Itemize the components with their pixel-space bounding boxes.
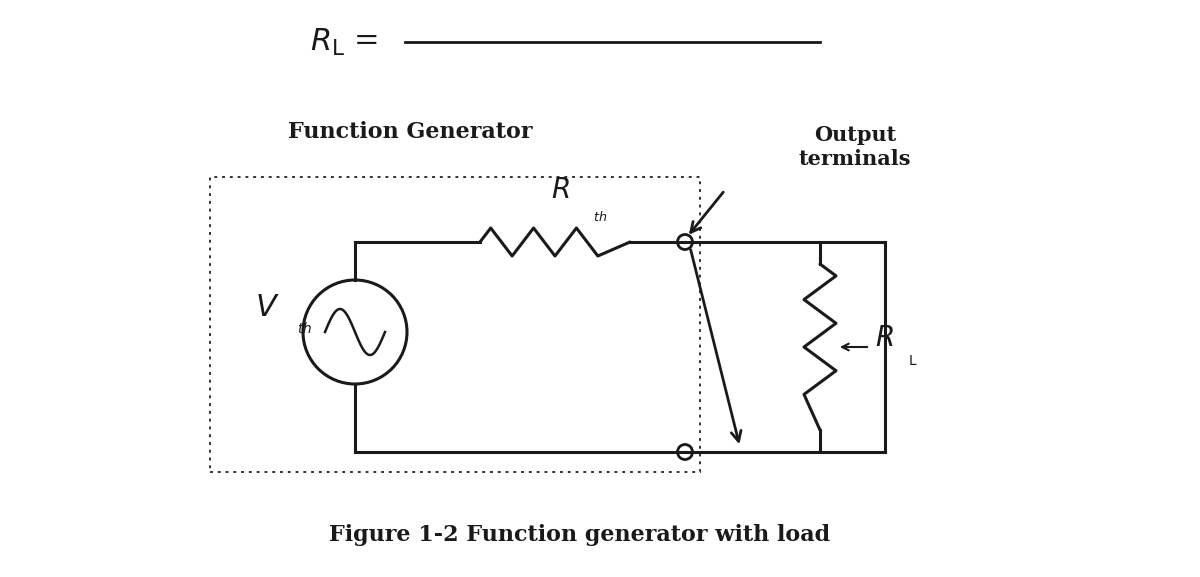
Text: Function Generator: Function Generator	[288, 121, 533, 143]
Text: $R$: $R$	[551, 177, 569, 204]
Text: $_\mathrm{L}$: $_\mathrm{L}$	[908, 350, 918, 368]
Text: $R$: $R$	[875, 325, 894, 353]
Text: $_{th}$: $_{th}$	[298, 318, 312, 336]
Circle shape	[678, 444, 692, 459]
Text: $R_\mathrm{L}$ =: $R_\mathrm{L}$ =	[310, 27, 378, 58]
Text: Figure 1-2 Function generator with load: Figure 1-2 Function generator with load	[330, 524, 830, 546]
Text: $V$: $V$	[256, 291, 280, 323]
Circle shape	[678, 234, 692, 249]
Text: Output
terminals: Output terminals	[799, 125, 911, 169]
Text: $_{th}$: $_{th}$	[593, 206, 607, 224]
